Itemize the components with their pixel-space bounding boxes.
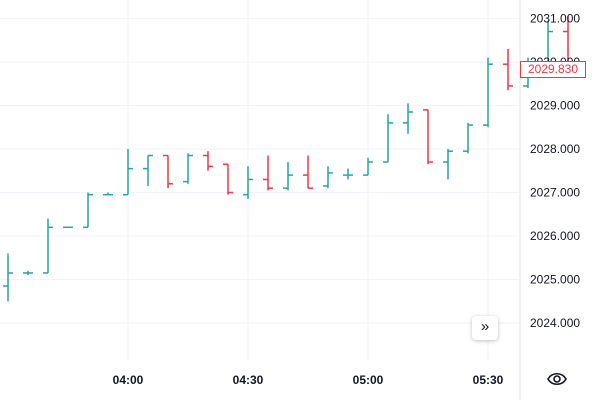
ohlc-bar	[503, 48, 513, 91]
ohlc-bar	[443, 149, 453, 180]
last-price-label: 2029.830	[520, 61, 586, 78]
price-tick-label: 2029.000	[530, 99, 580, 113]
ohlc-bar	[183, 153, 193, 184]
ohlc-bar	[263, 155, 273, 191]
double-chevron-right-icon: »	[480, 318, 490, 335]
ohlc-bar	[423, 109, 433, 165]
ohlc-bar	[223, 163, 233, 195]
eye-icon[interactable]	[546, 370, 568, 388]
ohlc-bar	[3, 253, 13, 302]
price-axis[interactable]: 2024.000 2025.000 2026.000 2027.000 2028.000…	[530, 12, 580, 331]
ohlc-bar	[143, 154, 153, 186]
price-tick-label: 2024.000	[530, 316, 580, 330]
ohlc-bar	[323, 166, 333, 189]
ohlc-bar	[283, 162, 293, 191]
price-tick-label: 2026.000	[530, 229, 580, 243]
ohlc-bar	[463, 122, 473, 154]
chart-grid	[0, 0, 520, 360]
ohlc-bar	[343, 168, 353, 180]
ohlc-bar	[163, 154, 173, 189]
ohlc-bar	[243, 166, 253, 200]
price-tick-label: 2031.000	[530, 12, 580, 26]
ohlc-bar	[363, 157, 373, 176]
ohlc-bar	[383, 114, 393, 163]
ohlc-bars	[3, 16, 573, 302]
ohlc-bar	[103, 192, 113, 196]
ohlc-bar	[43, 218, 53, 274]
time-tick-label: 04:00	[113, 373, 144, 387]
ohlc-bar	[303, 155, 313, 189]
price-tick-label: 2028.000	[530, 142, 580, 156]
ohlc-bar	[23, 270, 33, 276]
price-tick-label: 2027.000	[530, 186, 580, 200]
time-tick-label: 05:00	[353, 373, 384, 387]
time-tick-label: 04:30	[233, 373, 264, 387]
time-axis[interactable]: 04:00 04:30 05:00 05:30	[113, 373, 504, 387]
ohlc-bar	[203, 151, 213, 171]
price-tick-label: 2025.000	[530, 273, 580, 287]
ohlc-bar	[123, 149, 133, 196]
ohlc-bar	[483, 57, 493, 128]
scroll-to-realtime-button[interactable]: »	[472, 316, 498, 340]
ohlc-bar	[83, 192, 93, 229]
time-tick-label: 05:30	[473, 373, 504, 387]
ohlc-bar	[403, 103, 413, 134]
